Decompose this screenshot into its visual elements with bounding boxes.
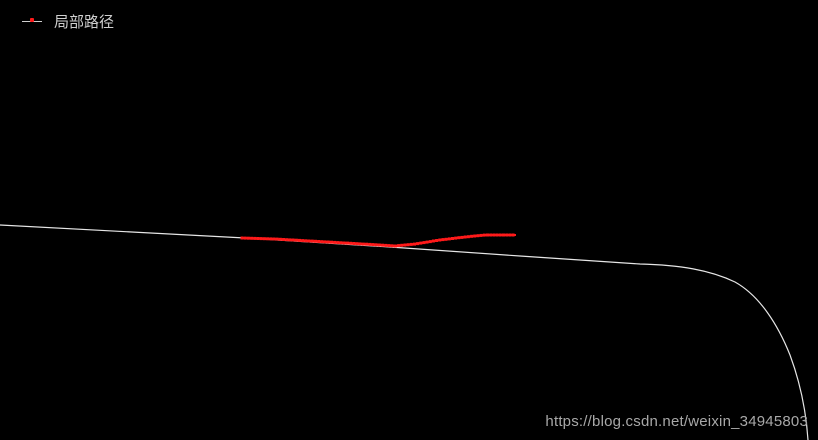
local-path-marker: [511, 233, 515, 237]
local-path-marker: [304, 239, 308, 243]
local-path-marker: [285, 238, 289, 242]
local-path-marker: [250, 236, 254, 240]
local-path-marker: [486, 233, 489, 237]
local-path-marker: [381, 243, 385, 247]
local-path-marker: [473, 234, 477, 238]
local-path-marker: [339, 241, 343, 245]
local-path-marker: [457, 236, 461, 240]
legend-swatch-icon: [22, 16, 42, 28]
local-path-marker: [451, 237, 454, 240]
local-path-marker: [422, 241, 426, 245]
local-path-marker: [320, 240, 324, 244]
local-path-marker: [489, 233, 493, 237]
local-path-marker: [365, 242, 369, 246]
local-path-marker: [288, 238, 292, 242]
local-path-marker: [419, 241, 423, 245]
local-path-marker: [438, 238, 442, 242]
local-path-marker: [307, 239, 311, 243]
local-path-marker: [406, 243, 410, 247]
local-path-marker: [505, 233, 509, 237]
local-path-marker: [310, 239, 314, 243]
local-path-marker: [349, 241, 353, 245]
local-path-marker: [463, 235, 467, 239]
local-path-marker: [294, 238, 298, 242]
local-path-marker: [336, 241, 340, 245]
local-path-marker: [482, 233, 486, 237]
local-path-marker: [355, 242, 359, 246]
local-path-marker: [253, 236, 257, 240]
local-path-marker: [425, 240, 429, 244]
local-path-marker: [403, 243, 407, 247]
local-path-marker: [390, 244, 394, 248]
local-path-marker: [460, 235, 464, 239]
local-path-marker: [495, 233, 499, 237]
local-path-markers: [240, 233, 515, 248]
local-path-marker: [278, 237, 282, 241]
local-path-marker: [397, 244, 401, 248]
local-path-marker: [291, 238, 295, 242]
local-path-marker: [413, 242, 416, 246]
local-path-marker: [358, 242, 362, 246]
local-path-marker: [298, 238, 301, 242]
local-path-marker: [323, 240, 327, 244]
local-path-marker: [444, 237, 448, 241]
local-path-marker: [346, 241, 349, 245]
local-path-marker: [330, 240, 333, 244]
local-path-marker: [262, 237, 266, 241]
local-path-marker: [498, 233, 502, 237]
local-path-marker: [416, 242, 420, 246]
local-path-marker: [479, 233, 483, 237]
local-path-marker: [454, 236, 458, 240]
local-path-marker: [502, 233, 505, 237]
local-path-marker: [492, 233, 496, 237]
local-path-marker: [371, 243, 375, 247]
local-path-marker: [317, 240, 321, 243]
local-path-marker: [243, 236, 247, 240]
local-path-marker: [470, 234, 474, 238]
local-path-marker: [361, 242, 365, 246]
local-path-marker: [447, 237, 451, 241]
local-path-marker: [409, 242, 413, 246]
legend-label: 局部路径: [54, 13, 115, 31]
local-path-marker: [435, 239, 439, 242]
local-path-marker: [428, 240, 432, 244]
local-path-marker: [272, 237, 276, 241]
local-path-marker: [256, 237, 260, 240]
local-path-marker: [384, 243, 388, 247]
local-path-marker: [387, 244, 391, 248]
local-path-marker: [259, 237, 263, 241]
local-path-marker: [269, 237, 273, 241]
local-path-marker: [508, 233, 512, 237]
local-path-marker: [377, 243, 381, 247]
local-path-marker: [476, 234, 480, 238]
local-path-marker: [314, 239, 317, 243]
local-path-marker: [368, 242, 372, 246]
local-path-marker: [400, 243, 404, 247]
local-path-marker: [441, 238, 445, 242]
reference-path-line: [0, 224, 809, 440]
local-path-marker: [466, 235, 470, 239]
local-path-marker: [431, 239, 435, 243]
watermark-text: https://blog.csdn.net/weixin_34945803: [545, 413, 808, 430]
local-path-marker: [282, 238, 286, 241]
local-path-marker: [352, 242, 356, 245]
local-path-marker: [275, 237, 279, 241]
local-path-marker: [374, 243, 378, 247]
local-path-marker: [246, 236, 250, 240]
local-path-marker: [301, 239, 305, 243]
local-path-marker: [326, 240, 330, 244]
local-path-marker: [393, 244, 397, 248]
local-path-marker: [333, 240, 337, 244]
legend: 局部路径: [22, 14, 114, 30]
local-path-marker: [266, 237, 270, 241]
local-path-marker: [342, 241, 346, 245]
local-path-marker: [240, 236, 244, 240]
